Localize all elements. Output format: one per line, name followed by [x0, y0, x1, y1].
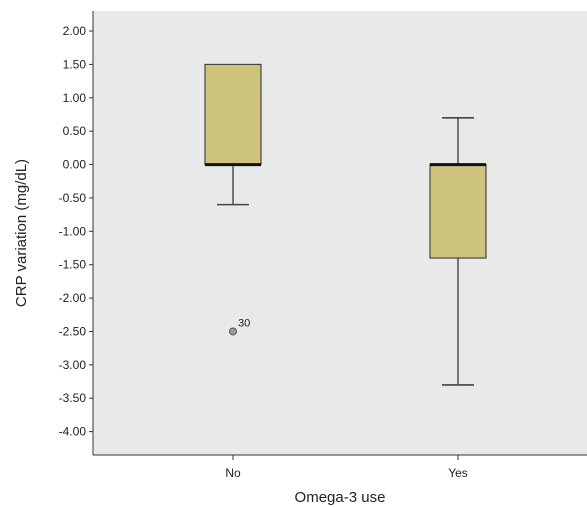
y-tick-label: 2.00: [63, 24, 87, 38]
plot-area: [93, 11, 587, 455]
y-tick-label: -3.00: [59, 358, 87, 372]
box-no: [204, 63, 262, 206]
box-body: [204, 63, 262, 166]
x-tick-label: Yes: [448, 466, 468, 480]
y-ticks-layer: 2.00 1.50 1.00 0.50 0.00 -0.50 -1.00 -1.50 -2.00…: [59, 24, 93, 439]
y-tick-label: 1.50: [63, 57, 87, 71]
box-body: [429, 163, 487, 259]
y-tick-label: 0.00: [63, 158, 87, 172]
y-tick-label: -1.00: [59, 224, 87, 238]
outlier-label: 30: [238, 317, 250, 329]
y-tick-label: -1.50: [59, 258, 87, 272]
outliers-layer: 30: [229, 317, 250, 336]
y-tick-label: 0.50: [63, 124, 87, 138]
y-tick-label: -2.50: [59, 324, 87, 338]
x-ticks-layer: No Yes: [225, 455, 468, 480]
y-tick-label: 1.00: [63, 91, 87, 105]
x-tick-label: No: [225, 466, 241, 480]
y-tick-label: -0.50: [59, 191, 87, 205]
y-tick-label: -3.50: [59, 391, 87, 405]
y-tick-label: -2.00: [59, 291, 87, 305]
boxes-layer: [204, 63, 487, 386]
box-yes: [429, 117, 487, 386]
x-axis-title: Omega-3 use: [295, 489, 386, 506]
outlier-point: [229, 327, 237, 336]
y-tick-label: -4.00: [59, 425, 87, 439]
y-axis-title: CRP variation (mg/dL): [13, 159, 30, 307]
